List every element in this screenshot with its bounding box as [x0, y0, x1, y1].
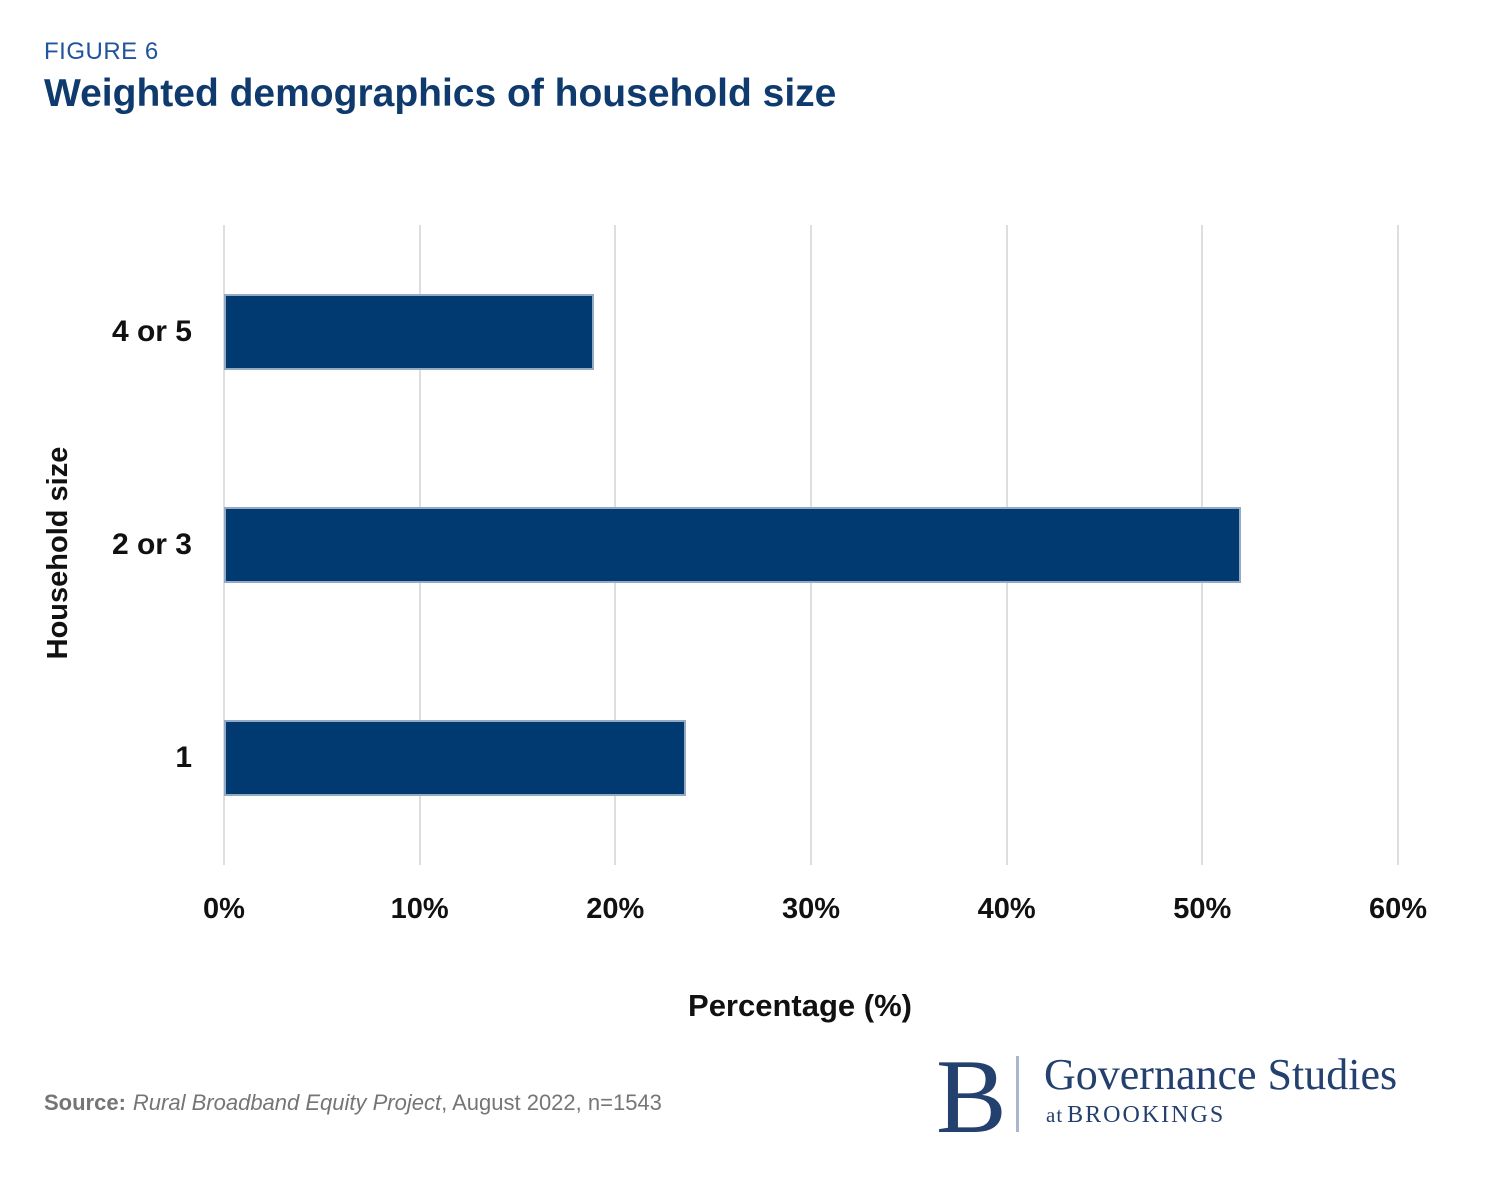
- logo-divider: [1016, 1056, 1019, 1132]
- x-tick-label: 0%: [203, 893, 245, 925]
- x-tick-label: 10%: [390, 893, 449, 925]
- source-name: Rural Broadband Equity Project: [132, 1090, 442, 1115]
- x-tick-label: 40%: [977, 893, 1036, 925]
- logo-primary-text: Governance Studies: [1044, 1050, 1398, 1099]
- brookings-b-mark: B: [936, 1038, 1007, 1155]
- y-category-label: 2 or 3: [111, 528, 192, 561]
- bar-1: [224, 720, 686, 797]
- x-tick-label: 50%: [1173, 893, 1232, 925]
- bar-4-or-5: [224, 293, 594, 370]
- y-category-label: 1: [175, 741, 192, 775]
- x-tick-label: 20%: [586, 893, 645, 925]
- x-tick-label: 60%: [1368, 893, 1428, 925]
- figure-title: Weighted demographics of household size: [44, 72, 837, 115]
- logo-at-text: at: [1046, 1103, 1064, 1127]
- logo-brookings-text: BROOKINGS: [1067, 1102, 1226, 1128]
- x-tick-label: 30%: [781, 893, 841, 925]
- source-suffix: , August 2022, n=1543: [441, 1090, 662, 1115]
- source-label: Source:: [44, 1090, 126, 1115]
- x-axis-title: Percentage (%): [688, 988, 912, 1023]
- y-category-label: 4 or 5: [111, 314, 192, 348]
- logo-secondary-text: at BROOKINGS: [1046, 1102, 1225, 1129]
- figure-label: FIGURE 6: [44, 38, 159, 65]
- gridline: [1397, 225, 1399, 865]
- y-axis-title: Household size: [42, 446, 74, 660]
- bar-2-or-3: [224, 507, 1242, 583]
- source-note: Source: Rural Broadband Equity Project, A…: [44, 1090, 662, 1116]
